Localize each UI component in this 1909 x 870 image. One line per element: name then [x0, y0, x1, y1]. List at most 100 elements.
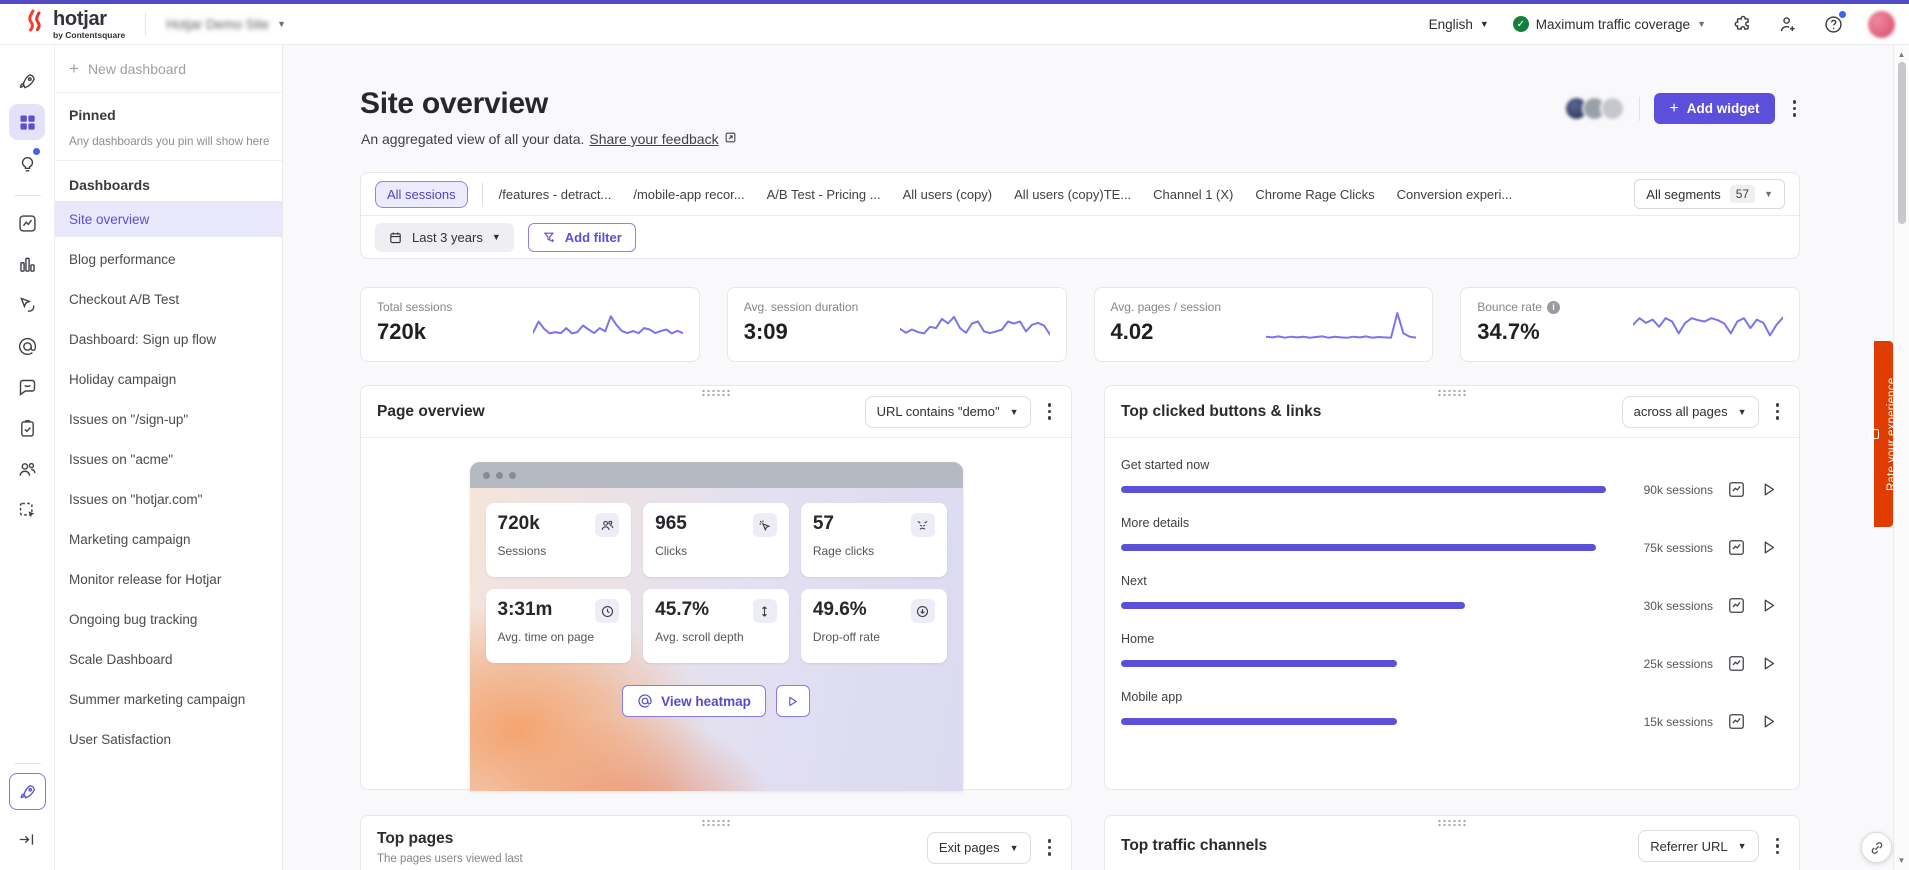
filter-tab[interactable]: Chrome Rage Clicks — [1255, 186, 1375, 202]
all-segments-dropdown[interactable]: All segments 57 ▼ — [1634, 179, 1785, 209]
widget-menu-button[interactable] — [1044, 399, 1056, 424]
scrollbar-thumb[interactable] — [1897, 62, 1906, 224]
drag-handle[interactable] — [1437, 389, 1467, 397]
sidebar-dashboard-item[interactable]: Holiday campaign — [55, 361, 282, 397]
rail-feedback-button[interactable] — [9, 369, 45, 405]
rail-interviews-button[interactable] — [9, 451, 45, 487]
view-heatmap-row-button[interactable] — [1727, 538, 1746, 557]
play-recordings-row-button[interactable] — [1760, 655, 1777, 672]
rail-ideas-button[interactable] — [9, 145, 45, 181]
filter-tab[interactable]: All users (copy)TE... — [1014, 186, 1132, 202]
top-traffic-dropdown[interactable]: Referrer URL ▼ — [1638, 830, 1759, 862]
sidebar-dashboard-item[interactable]: Blog performance — [55, 241, 282, 277]
rail-journeys-button[interactable] — [9, 287, 45, 323]
rail-launch-button[interactable] — [9, 63, 45, 99]
play-recordings-row-button[interactable] — [1760, 597, 1777, 614]
rate-experience-tab[interactable]: Rate your experience — [1869, 341, 1898, 527]
top-pages-dropdown[interactable]: Exit pages ▼ — [926, 831, 1031, 864]
sidebar-dashboard-item[interactable]: Dashboard: Sign up flow — [55, 321, 282, 357]
bar-track — [1121, 602, 1606, 609]
widget-menu-button[interactable] — [1772, 399, 1784, 424]
drag-handle[interactable] — [1437, 819, 1467, 827]
sidebar-dashboard-item[interactable]: Summer marketing campaign — [55, 681, 282, 717]
integrations-button[interactable] — [1730, 13, 1752, 35]
invite-user-button[interactable] — [1776, 13, 1798, 35]
stat-label: Clicks — [655, 544, 688, 558]
rail-collapse-button[interactable] — [17, 830, 36, 854]
rail-funnels-button[interactable] — [9, 246, 45, 282]
clicked-element-label: Next — [1121, 574, 1147, 588]
rail-trends-button[interactable] — [9, 205, 45, 241]
page-overview-url-dropdown[interactable]: URL contains "demo" ▼ — [864, 395, 1031, 428]
filter-tab[interactable]: All users (copy) — [902, 186, 993, 202]
sidebar-dashboard-item[interactable]: Issues on "/sign-up" — [55, 401, 282, 437]
filter-tab[interactable]: A/B Test - Pricing ... — [766, 186, 881, 202]
sidebar-dashboard-item[interactable]: Ongoing bug tracking — [55, 601, 282, 637]
view-heatmap-button[interactable]: View heatmap — [622, 685, 766, 717]
new-dashboard-button[interactable]: + New dashboard — [55, 45, 282, 93]
rail-heatmaps-button[interactable] — [9, 328, 45, 364]
stat-label: Drop-off rate — [812, 630, 880, 644]
chevron-down-icon: ▼ — [1737, 841, 1747, 851]
topbar-divider — [145, 12, 147, 36]
sidebar-dashboard-item[interactable]: User Satisfaction — [55, 721, 282, 757]
top-clicked-widget: Top clicked buttons & links across all p… — [1104, 385, 1800, 790]
date-range-dropdown[interactable]: Last 3 years ▼ — [375, 222, 514, 252]
rail-surveys-button[interactable] — [9, 410, 45, 446]
scroll-up-arrow[interactable]: ▲ — [1897, 50, 1906, 59]
share-link-button[interactable] — [1861, 832, 1892, 863]
share-feedback-link[interactable]: Share your feedback — [589, 131, 719, 147]
view-heatmap-row-button[interactable] — [1727, 596, 1746, 615]
view-heatmap-row-button[interactable] — [1727, 480, 1746, 499]
filter-tab[interactable]: /features - detract... — [498, 186, 612, 202]
dashboard-item-label: Blog performance — [69, 251, 176, 267]
link-icon — [1871, 841, 1882, 854]
chevron-down-icon: ▼ — [1009, 842, 1019, 853]
collaborator-avatars[interactable] — [1564, 96, 1626, 121]
sidebar-dashboard-item[interactable]: Marketing campaign — [55, 521, 282, 557]
play-recordings-row-button[interactable] — [1760, 713, 1777, 730]
play-recordings-button[interactable] — [775, 685, 810, 717]
sidebar-dashboard-item[interactable]: Scale Dashboard — [55, 641, 282, 677]
dashboard-menu-button[interactable] — [1789, 96, 1801, 121]
add-widget-button[interactable]: + Add widget — [1654, 93, 1775, 124]
drag-handle[interactable] — [701, 819, 731, 827]
sidebar-dashboard-item[interactable]: Monitor release for Hotjar — [55, 561, 282, 597]
rail-recordings-button[interactable] — [9, 492, 45, 528]
browser-chrome-bar — [469, 462, 963, 488]
top-clicked-row: More details 75k sessions — [1121, 516, 1783, 557]
info-icon[interactable]: i — [1546, 300, 1560, 314]
rocket-icon — [20, 784, 35, 799]
traffic-coverage-selector[interactable]: ✓ Maximum traffic coverage ▼ — [1512, 16, 1706, 32]
sidebar-dashboard-item[interactable]: Issues on "hotjar.com" — [55, 481, 282, 517]
help-button[interactable] — [1822, 11, 1846, 35]
rail-dashboards-button[interactable] — [9, 104, 45, 140]
widget-menu-button[interactable] — [1044, 835, 1056, 860]
view-heatmap-row-button[interactable] — [1727, 712, 1746, 731]
play-recordings-row-button[interactable] — [1760, 481, 1777, 498]
filter-tab[interactable]: /mobile-app recor... — [633, 186, 745, 202]
drag-handle[interactable] — [701, 389, 731, 397]
page-scrollbar[interactable]: ▲ ▼ — [1893, 45, 1909, 870]
rail-upgrade-button[interactable] — [9, 773, 46, 810]
sidebar-dashboard-item[interactable]: Checkout A/B Test — [55, 281, 282, 317]
play-recordings-row-button[interactable] — [1760, 539, 1777, 556]
sidebar-dashboard-item[interactable]: Site overview — [55, 201, 282, 237]
add-filter-button[interactable]: Add filter — [527, 222, 636, 252]
dashboards-section-title: Dashboards — [69, 177, 150, 193]
user-avatar[interactable] — [1868, 10, 1895, 38]
filter-tab[interactable]: Conversion experi... — [1396, 186, 1513, 202]
widget-menu-button[interactable] — [1772, 834, 1784, 859]
kpi-label: Avg. session duration — [743, 300, 859, 314]
language-selector[interactable]: English ▼ — [1429, 17, 1489, 32]
filter-tab[interactable]: All sessions — [375, 180, 468, 208]
view-heatmap-row-button[interactable] — [1727, 654, 1746, 673]
scroll-down-arrow[interactable]: ▼ — [1897, 856, 1906, 865]
dropdown-label: URL contains "demo" — [876, 404, 1000, 419]
sidebar: + New dashboard Pinned Any dashboards yo… — [55, 45, 283, 870]
top-clicked-scope-dropdown[interactable]: across all pages ▼ — [1621, 395, 1759, 428]
filter-tab[interactable]: Channel 1 (X) — [1153, 186, 1234, 202]
dashboard-item-label: Issues on "hotjar.com" — [69, 491, 203, 507]
sidebar-dashboard-item[interactable]: Issues on "acme" — [55, 441, 282, 477]
site-selector[interactable]: Hotjar Demo Site ▼ — [166, 17, 286, 32]
